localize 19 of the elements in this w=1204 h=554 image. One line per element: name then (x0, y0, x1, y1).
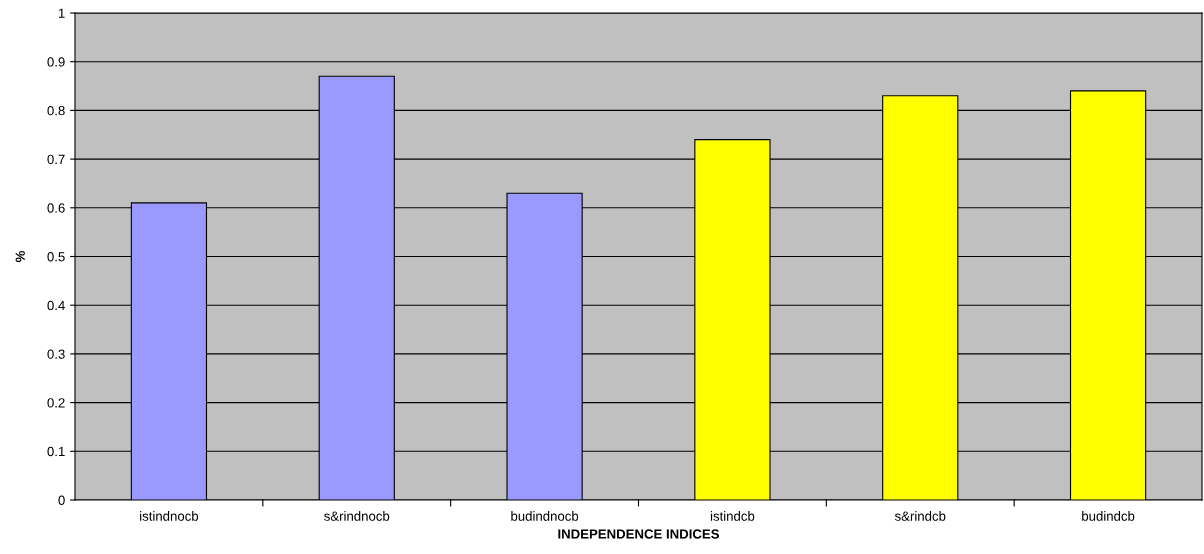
y-tick-label: 0.1 (47, 446, 65, 457)
y-tick-label: 0.8 (47, 105, 65, 116)
x-tick-label: s&rindcb (894, 511, 946, 521)
y-tick-label: 0.2 (47, 398, 65, 408)
y-tick-label: 0.9 (47, 57, 65, 67)
y-tick-label: 0.7 (47, 154, 65, 165)
x-tick-label: istindcb (710, 511, 755, 521)
y-tick-label: 0.4 (47, 300, 65, 311)
y-tick-label: 0.5 (47, 252, 65, 262)
x-tick-label: istindnocb (140, 511, 199, 521)
x-tick-label: budindnocb (511, 511, 579, 521)
y-tick-label: 1 (58, 8, 65, 18)
x-axis-title: INDEPENDENCE INDICES (558, 529, 719, 539)
x-tick-label: s&rindnocb (324, 511, 390, 521)
y-axis-title: % (15, 250, 25, 263)
y-tick-label: 0.6 (47, 203, 65, 213)
x-tick-label: budindcb (1082, 511, 1135, 521)
y-tick-label: 0.3 (47, 349, 65, 359)
y-tick-label: 0 (58, 495, 65, 505)
